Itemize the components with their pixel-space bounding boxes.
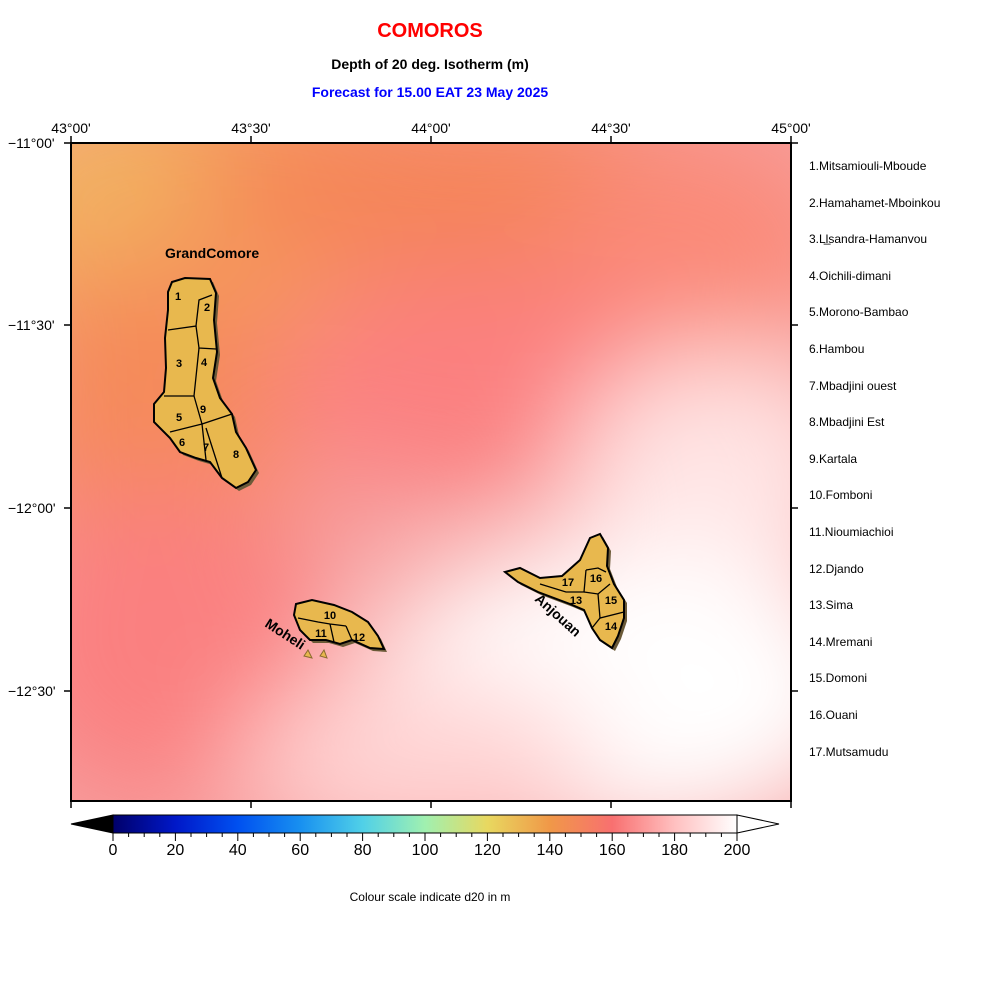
district-number-7: 7 (203, 442, 209, 454)
colorbar-tick-label: 140 (536, 842, 564, 859)
colorbar-tick-label: 120 (474, 842, 501, 859)
district-legend: 1.Mitsamiouli-Mboude 2.Hamahamet-Mboinko… (809, 158, 940, 780)
grand-comore-island: 1 2 3 4 5 6 7 8 9 GrandComore (153, 245, 259, 491)
district-number-3: 3 (176, 358, 182, 370)
legend-item: 16.Ouani (809, 707, 858, 722)
legend-item: 9.Kartala (809, 451, 858, 466)
colorbar-tick-label: 60 (291, 842, 310, 859)
legend-item: 5.Morono-Bambao (809, 305, 909, 320)
legend-item: 17.Mutsamudu (809, 744, 889, 759)
district-number-11: 11 (315, 628, 327, 640)
lon-label-44-00: 44°00' (411, 120, 451, 136)
district-number-1: 1 (175, 291, 181, 303)
island-label-grand-comore: GrandComore (165, 245, 259, 261)
legend-item: 6.Hambou (809, 341, 865, 356)
legend-item: 8.Mbadjini Est (809, 415, 885, 430)
district-number-2: 2 (204, 302, 210, 314)
legend-item: 2.Hamahamet-Mboinkou (809, 195, 941, 210)
district-number-6: 6 (179, 437, 185, 449)
district-number-10: 10 (324, 610, 336, 622)
district-number-9: 9 (200, 404, 206, 416)
lon-label-44-30: 44°30' (591, 120, 631, 136)
lat-label-12-00: −12°00' (8, 500, 56, 516)
anjouan-island: 17 16 13 15 14 Anjouan (502, 532, 627, 651)
map-subtitle: Depth of 20 deg. Isotherm (m) (331, 56, 529, 72)
colorbar-ticks (112, 833, 738, 841)
lon-label-43-30: 43°30' (231, 120, 271, 136)
district-number-17: 17 (562, 577, 574, 589)
colorbar-high-arrow (736, 814, 780, 834)
legend-item: 15.Domoni (809, 671, 868, 686)
legend-item: 11.Nioumiachioi (809, 524, 894, 539)
legend-item: 10.Fomboni (809, 488, 873, 503)
legend-item: 1.Mitsamiouli-Mboude (809, 159, 927, 173)
colorbar-tick-label: 100 (411, 842, 439, 859)
lon-label-43-00: 43°00' (51, 120, 91, 136)
district-number-12: 12 (353, 632, 365, 644)
colorbar-low-arrow (70, 814, 114, 834)
district-number-8: 8 (233, 449, 239, 461)
district-number-5: 5 (176, 412, 182, 424)
colorbar (70, 814, 780, 841)
legend-item: 3.Ll̲sandra-Hamanvou (809, 232, 928, 247)
district-number-13: 13 (570, 595, 582, 607)
legend-item: 4.Oichili-dimani (809, 268, 892, 283)
district-number-15: 15 (605, 595, 617, 607)
district-number-4: 4 (201, 357, 208, 369)
legend-item: 7.Mbadjini ouest (809, 378, 897, 393)
legend-item: 13.Sima (809, 598, 854, 613)
colorbar-gradient (112, 814, 738, 834)
map-title: COMOROS (377, 20, 483, 42)
lat-label-11-00: −11°00' (8, 135, 55, 151)
colorbar-tick-label: 0 (108, 842, 118, 859)
legend-item: 14.Mremani (809, 634, 873, 649)
district-number-14: 14 (605, 621, 618, 633)
colorbar-tick-label: 200 (723, 842, 751, 859)
lat-label-11-30: −11°30' (8, 317, 55, 333)
colorbar-tick-label: 80 (353, 842, 372, 859)
colorbar-tick-label: 20 (166, 842, 185, 859)
district-number-16: 16 (590, 573, 602, 585)
lon-label-45-00: 45°00' (771, 120, 811, 136)
colorbar-tick-label: 40 (228, 842, 247, 859)
legend-item: 12.Djando (809, 561, 864, 576)
axis-ticks (64, 136, 798, 808)
colorbar-tick-label: 160 (598, 842, 626, 859)
forecast-time: Forecast for 15.00 EAT 23 May 2025 (311, 84, 549, 100)
colorbar-tick-label: 180 (661, 842, 688, 859)
colorbar-caption: Colour scale indicate d20 in m (349, 890, 511, 904)
d20-field (71, 143, 791, 801)
lat-label-12-30: −12°30' (8, 683, 56, 699)
